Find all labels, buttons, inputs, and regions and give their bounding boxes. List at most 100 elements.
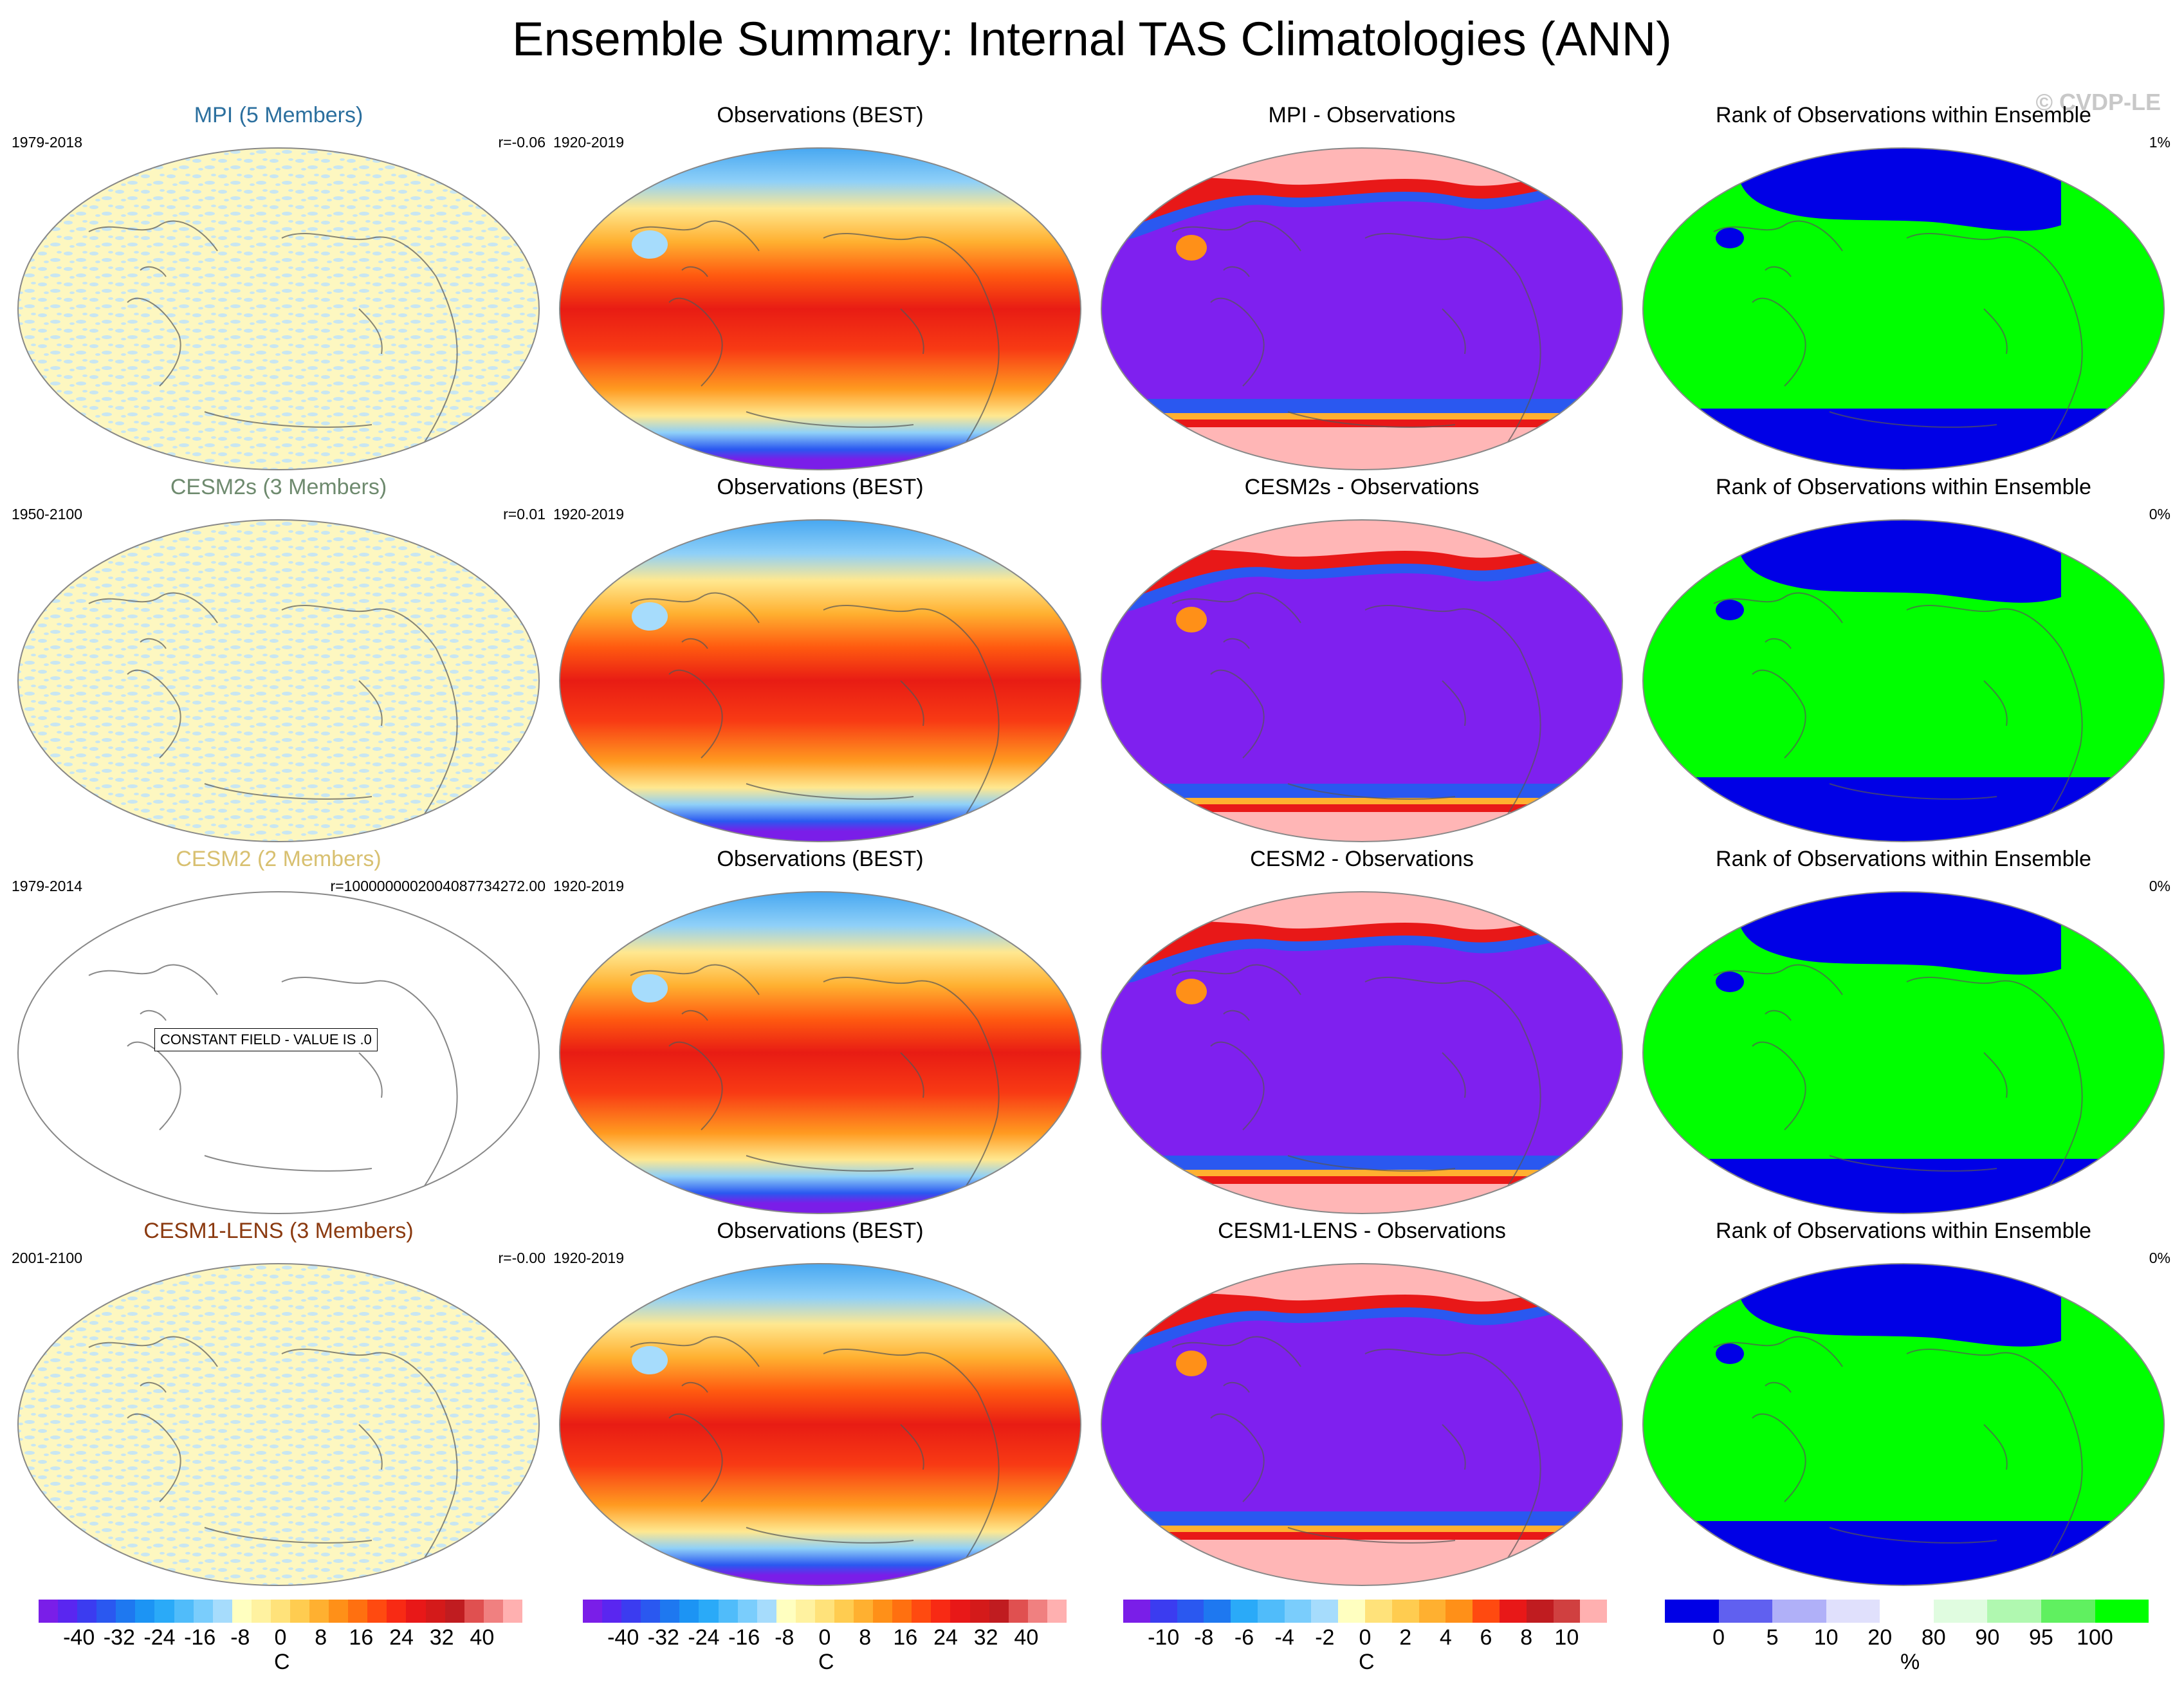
colorbar-unit: %: [1900, 1650, 1920, 1674]
map-panel: Observations (BEST) 1920-2019: [553, 103, 1087, 476]
panel-title: Observations (BEST): [717, 1219, 924, 1243]
global-map: [1642, 891, 2165, 1214]
colorbar-swatch: [602, 1600, 622, 1623]
colorbar-swatch: [1177, 1600, 1204, 1623]
colorbar-swatch: [1826, 1600, 1880, 1623]
map-panel: Observations (BEST) 1920-2019: [553, 475, 1087, 848]
colorbar-swatch: [445, 1600, 464, 1623]
colorbar-swatch: [193, 1600, 213, 1623]
period-label: 1950-2100: [12, 506, 82, 522]
colorbar-tick-label: 0: [1359, 1625, 1372, 1650]
panel-title: CESM1-LENS - Observations: [1218, 1219, 1506, 1243]
colorbar-swatch: [892, 1600, 912, 1623]
colorbar-swatch: [854, 1600, 874, 1623]
colorbar-swatch: [912, 1600, 931, 1623]
colorbar-swatch: [989, 1600, 1009, 1623]
colorbar-tick-label: 8: [859, 1625, 872, 1650]
rank-percent-label: 0%: [2149, 878, 2170, 894]
global-map: [1642, 147, 2165, 470]
colorbar-unit: C: [1359, 1650, 1375, 1674]
colorbar-swatch: [367, 1600, 387, 1623]
colorbar-swatch: [1123, 1600, 1150, 1623]
colorbar-tick-label: 80: [1921, 1625, 1946, 1650]
copyright: © CVDP-LE: [2035, 89, 2161, 115]
colorbar-swatch: [406, 1600, 426, 1623]
global-map: [559, 519, 1081, 842]
colorbar-tick-label: 6: [1480, 1625, 1492, 1650]
colorbar-tick-label: 8: [1520, 1625, 1533, 1650]
colorbar-swatch: [1987, 1600, 2041, 1623]
rank-percent-label: 0%: [2149, 1250, 2170, 1266]
colorbar-swatch: [58, 1600, 78, 1623]
colorbar: [1123, 1600, 1608, 1623]
colorbar-swatch: [1933, 1600, 1988, 1623]
colorbar-tick-label: -24: [688, 1625, 720, 1650]
period-label: 1920-2019: [553, 878, 624, 894]
panel-title: Observations (BEST): [717, 103, 924, 127]
colorbar-tick-label: 0: [1712, 1625, 1725, 1650]
colorbar-swatch: [1526, 1600, 1554, 1623]
colorbar-tick-label: -10: [1148, 1625, 1180, 1650]
map-panel: CESM2s - Observations: [1095, 475, 1629, 848]
colorbar: [39, 1600, 522, 1623]
colorbar-tick-label: 0: [818, 1625, 831, 1650]
global-map: [1642, 1263, 2165, 1586]
colorbar-swatch: [699, 1600, 719, 1623]
map-panel: MPI - Observations: [1095, 103, 1629, 476]
map-panel: CESM1-LENS - Observations: [1095, 1219, 1629, 1592]
main-title: Ensemble Summary: Internal TAS Climatolo…: [512, 12, 1672, 66]
colorbar-tick-label: 2: [1399, 1625, 1412, 1650]
colorbar-swatch: [329, 1600, 349, 1623]
correlation-label: r=0.01: [503, 506, 546, 522]
colorbar-unit: C: [818, 1650, 834, 1674]
colorbar-swatch: [154, 1600, 174, 1623]
colorbar-tick-label: -8: [1194, 1625, 1214, 1650]
colorbar-tick-label: 100: [2077, 1625, 2113, 1650]
global-map: [1101, 519, 1623, 842]
colorbar-swatch: [348, 1600, 368, 1623]
panel-title: Rank of Observations within Ensemble: [1716, 103, 2091, 127]
colorbar-swatch: [387, 1600, 407, 1623]
global-map: [1101, 891, 1623, 1214]
panel-title: Observations (BEST): [717, 475, 924, 499]
colorbar-swatch: [1418, 1600, 1446, 1623]
colorbar-swatch: [77, 1600, 97, 1623]
colorbar-tick-label: 40: [470, 1625, 495, 1650]
colorbar-swatch: [212, 1600, 232, 1623]
map-panel: CESM2 (2 Members) 1979-2014 r=100000000200…: [12, 847, 546, 1220]
colorbar-swatch: [425, 1600, 445, 1623]
colorbar-swatch: [1047, 1600, 1067, 1623]
colorbar-swatch: [1473, 1600, 1500, 1623]
colorbar-swatch: [1150, 1600, 1177, 1623]
global-map: [559, 1263, 1081, 1586]
colorbar: [583, 1600, 1067, 1623]
panel-title: CESM2s - Observations: [1244, 475, 1480, 499]
colorbar-swatch: [1880, 1600, 1934, 1623]
colorbar-swatch: [757, 1600, 776, 1623]
colorbar-swatch: [96, 1600, 116, 1623]
colorbar-tick-label: 24: [933, 1625, 958, 1650]
map-panel: Observations (BEST) 1920-2019: [553, 847, 1087, 1220]
colorbar-swatch: [1365, 1600, 1392, 1623]
colorbar-swatch: [232, 1600, 252, 1623]
rank-percent-label: 0%: [2149, 506, 2170, 522]
rank-percent-label: 1%: [2149, 134, 2170, 151]
colorbar-swatch: [1027, 1600, 1047, 1623]
global-map: [17, 1263, 540, 1586]
period-label: 2001-2100: [12, 1250, 82, 1266]
correlation-label: r=-0.00: [498, 1250, 546, 1266]
colorbar-tick-label: 95: [2028, 1625, 2053, 1650]
colorbar-swatch: [290, 1600, 310, 1623]
colorbar: [1665, 1600, 2149, 1623]
colorbar-ticks: -40 -32 -24 -16 -8 0 8 16 24 32 40: [583, 1625, 1067, 1651]
colorbar-tick-label: 10: [1554, 1625, 1579, 1650]
colorbar-tick-label: 32: [429, 1625, 454, 1650]
colorbar-swatch: [583, 1600, 603, 1623]
panel-title: CESM2s (3 Members): [170, 475, 387, 499]
period-label: 1920-2019: [553, 1250, 624, 1266]
colorbar-tick-label: 20: [1867, 1625, 1893, 1650]
colorbar-swatch: [814, 1600, 835, 1623]
colorbar-tick-label: -16: [184, 1625, 216, 1650]
global-map: [17, 147, 540, 470]
colorbar-swatch: [270, 1600, 291, 1623]
